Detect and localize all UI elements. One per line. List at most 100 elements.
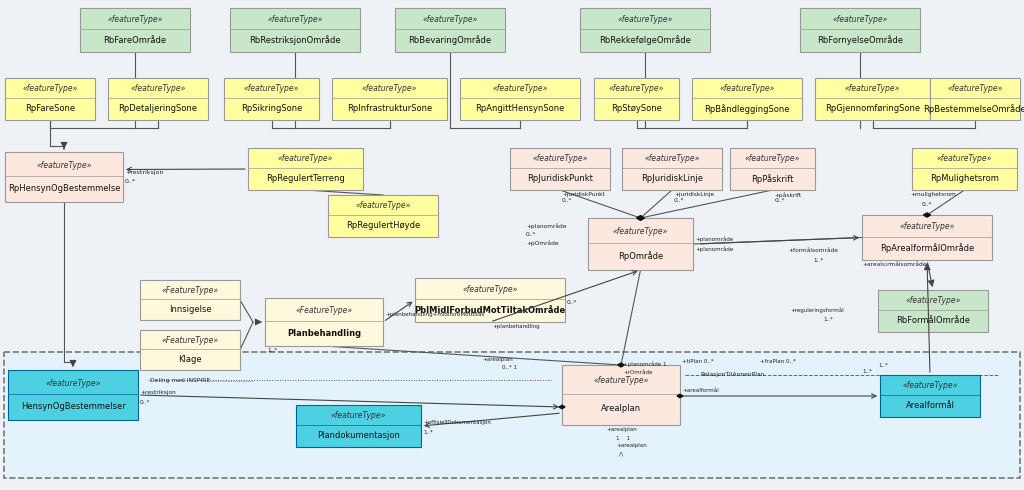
Text: «featureType»: «featureType» (612, 227, 669, 236)
Text: +tiPlan 0..*: +tiPlan 0..* (682, 359, 714, 364)
Text: «featureType»: «featureType» (493, 84, 548, 94)
Bar (4, 352, 1020, 478)
Text: +arealplan: +arealplan (606, 427, 637, 432)
FancyBboxPatch shape (800, 8, 920, 52)
Text: «featureType»: «featureType» (617, 15, 673, 24)
FancyBboxPatch shape (415, 278, 565, 322)
FancyBboxPatch shape (930, 78, 1020, 120)
Text: «featureType»: «featureType» (36, 161, 92, 170)
FancyBboxPatch shape (815, 78, 930, 120)
Text: RpSikringSone: RpSikringSone (241, 104, 302, 113)
Text: 1..*: 1..* (267, 348, 278, 353)
Polygon shape (618, 363, 624, 367)
Text: 1..*: 1..* (823, 317, 833, 322)
Text: RpDetaljeringSone: RpDetaljeringSone (119, 104, 198, 113)
Text: +restriksjon: +restriksjon (125, 170, 164, 174)
Text: «featureType»: «featureType» (744, 154, 800, 164)
Text: +juridiskPunkt
0..*: +juridiskPunkt 0..* (562, 192, 605, 203)
Polygon shape (618, 363, 624, 367)
Text: 0..* 1: 0..* 1 (502, 365, 517, 370)
Text: «featureType»: «featureType» (833, 15, 888, 24)
FancyBboxPatch shape (622, 148, 722, 190)
FancyBboxPatch shape (5, 152, 123, 202)
FancyBboxPatch shape (248, 148, 362, 190)
Text: Klage: Klage (178, 355, 202, 364)
Text: «featureType»: «featureType» (593, 376, 648, 385)
Text: Innsigelse: Innsigelse (169, 305, 211, 314)
Text: RpMulighetsrom: RpMulighetsrom (930, 174, 999, 183)
Text: «featureType»: «featureType» (947, 84, 1002, 94)
Text: +planbehandling: +planbehandling (492, 324, 540, 329)
Text: «featureType»: «featureType» (845, 84, 900, 94)
Text: 0..*: 0..* (125, 178, 136, 183)
FancyBboxPatch shape (460, 78, 580, 120)
FancyBboxPatch shape (880, 375, 980, 417)
Text: «featureType»: «featureType» (905, 296, 961, 305)
Text: RbFormålOmråde: RbFormålOmråde (896, 316, 970, 325)
Text: «FeatureType»: «FeatureType» (162, 286, 218, 295)
Text: «featureType»: «featureType» (361, 84, 417, 94)
FancyBboxPatch shape (594, 78, 679, 120)
FancyBboxPatch shape (332, 78, 447, 120)
Text: «featureType»: «featureType» (719, 84, 775, 94)
FancyBboxPatch shape (224, 78, 319, 120)
Text: /\: /\ (618, 451, 624, 456)
Text: +pOmråde: +pOmråde (526, 240, 559, 245)
Text: +areals₁rmålsområde: +areals₁rmålsområde (862, 262, 927, 267)
Text: +arealplan: +arealplan (616, 443, 647, 448)
Text: +påskrift
0..*: +påskrift 0..* (774, 192, 802, 203)
Text: «FeatureType»: «FeatureType» (296, 306, 352, 315)
Text: 0..*: 0..* (922, 202, 933, 207)
FancyBboxPatch shape (395, 8, 505, 52)
Text: «featureType»: «featureType» (899, 222, 954, 231)
Text: 0..*: 0..* (140, 400, 151, 405)
FancyBboxPatch shape (562, 365, 680, 425)
Text: RpBestemmelseOmråde: RpBestemmelseOmråde (924, 104, 1024, 114)
FancyBboxPatch shape (588, 218, 693, 270)
Text: RpFareSone: RpFareSone (25, 104, 75, 113)
Text: «featureType»: «featureType» (267, 15, 323, 24)
Text: 1..*: 1..* (813, 258, 823, 263)
Text: «featureType»: «featureType» (23, 84, 78, 94)
Text: +planområde: +planområde (526, 223, 566, 229)
Text: RpRegulertHøyde: RpRegulertHøyde (346, 221, 420, 230)
Text: RbRekkefølgeOmråde: RbRekkefølgeOmråde (599, 35, 691, 45)
FancyBboxPatch shape (692, 78, 802, 120)
FancyBboxPatch shape (296, 405, 421, 447)
Text: +formålsområde: +formålsområde (788, 247, 838, 252)
FancyBboxPatch shape (265, 298, 383, 346)
Text: RpStøySone: RpStøySone (611, 104, 662, 113)
Text: +restriksjon: +restriksjon (140, 390, 176, 395)
FancyBboxPatch shape (730, 148, 815, 190)
Text: +planområde: +planområde (695, 246, 733, 252)
Text: «featureType»: «featureType» (355, 201, 411, 210)
Text: «featureType»: «featureType» (609, 84, 665, 94)
FancyBboxPatch shape (80, 8, 190, 52)
Text: +rOmråde: +rOmråde (623, 370, 652, 375)
Text: RpInfrastrukturSone: RpInfrastrukturSone (347, 104, 432, 113)
Text: «featureType»: «featureType» (644, 154, 699, 164)
Text: «featureType»: «featureType» (532, 154, 588, 164)
Polygon shape (637, 216, 644, 220)
FancyBboxPatch shape (140, 280, 240, 320)
Text: Plandokumentasjon: Plandokumentasjon (317, 431, 400, 440)
Text: «featureType»: «featureType» (331, 412, 386, 420)
Text: «featureType»: «featureType» (45, 378, 100, 388)
Text: RpJuridiskPunkt: RpJuridiskPunkt (527, 174, 593, 183)
Text: «featureType»: «featureType» (108, 15, 163, 24)
Text: 0..*: 0..* (567, 300, 578, 305)
Text: RpJuridiskLinje: RpJuridiskLinje (641, 174, 703, 183)
Text: RpOmråde: RpOmråde (617, 251, 664, 261)
FancyBboxPatch shape (140, 330, 240, 370)
Text: «FeatureType»: «FeatureType» (162, 336, 218, 345)
Text: PblMidlForbudMotTiltakOmråde: PblMidlForbudMotTiltakOmråde (415, 306, 565, 315)
Text: +fraPlan 0..*: +fraPlan 0..* (760, 359, 796, 364)
Text: RpRegulertTerreng: RpRegulertTerreng (266, 174, 345, 183)
Text: RbFornyelseOmråde: RbFornyelseOmråde (817, 35, 903, 45)
Text: +offisiellDokumentasjon: +offisiellDokumentasjon (423, 420, 490, 425)
Polygon shape (559, 405, 565, 409)
Text: RbBevaringOmråde: RbBevaringOmråde (409, 35, 492, 45)
Text: «featureType»: «featureType» (130, 84, 185, 94)
Text: 1..*: 1..* (878, 363, 888, 368)
FancyBboxPatch shape (912, 148, 1017, 190)
